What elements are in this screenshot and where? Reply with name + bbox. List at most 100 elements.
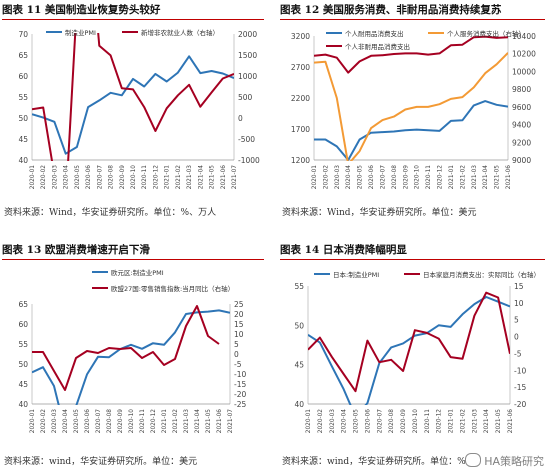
watermark-text: HA策略研究 — [484, 455, 544, 468]
right-tick-label: 10 — [514, 299, 524, 308]
left-tick-label: 3200 — [291, 32, 310, 41]
right-tick-label: 9800 — [512, 85, 531, 94]
x-tick-label: 2020-01 — [30, 165, 36, 190]
x-tick-label: 2020-04 — [63, 409, 69, 434]
x-tick-label: 2020-11 — [140, 409, 146, 434]
right-tick-label: -1000 — [238, 156, 260, 165]
x-tick-label: 2020-02 — [41, 409, 47, 434]
right-tick-label: 0 — [514, 333, 519, 342]
series-group — [314, 35, 508, 161]
x-tick-label: 2021-05 — [210, 165, 216, 190]
series-line — [32, 33, 234, 161]
x-tick-label: 2020-03 — [330, 409, 336, 434]
x-tick-label: 2020-11 — [425, 409, 431, 434]
x-tick-label: 2021-04 — [484, 409, 490, 434]
x-tick-label: 2020-06 — [369, 165, 375, 190]
right-tick-label: 25 — [234, 300, 244, 309]
x-tick-label: 2020-01 — [312, 165, 318, 190]
right-tick-label: 0 — [238, 114, 243, 123]
right-tick-label: 9200 — [512, 138, 531, 147]
x-tick-label: 2020-01 — [306, 409, 312, 434]
right-tick-label: -500 — [238, 135, 255, 144]
x-tick-label: 2020-07 — [97, 165, 103, 190]
legend-label: 制造业PMI — [65, 28, 96, 37]
x-tick-label: 2020-05 — [358, 165, 364, 190]
left-tick-label: 2200 — [291, 94, 310, 103]
x-tick-label: 2021-02 — [173, 409, 179, 434]
series-line — [308, 296, 510, 405]
x-tick-label: 2021-01 — [162, 409, 168, 434]
chart-source: 资料来源：wind，华安证券研究所。单位：% — [282, 457, 466, 467]
right-tick-label: 10000 — [512, 67, 536, 76]
chart-panel-12: 图表 12 美国服务消费、非耐用品消费持续复苏 1200 1700 2200 2700… — [280, 2, 548, 224]
left-tick-label: 50 — [18, 114, 28, 123]
x-tick-label: 2021-03 — [472, 409, 478, 434]
x-tick-label: 2020-08 — [392, 165, 398, 190]
left-tick-label: 65 — [18, 300, 28, 309]
series-line — [32, 309, 230, 405]
x-tick-label: 2020-04 — [64, 165, 70, 190]
x-tick-label: 2021-03 — [184, 409, 190, 434]
x-tick-label: 2020-03 — [335, 165, 341, 190]
x-tick-label: 2020-09 — [403, 165, 409, 190]
right-tick-label: 0 — [234, 350, 239, 359]
x-tick-label: 2021-07 — [232, 165, 238, 190]
watermark: HA策略研究 — [465, 453, 544, 469]
series-group — [308, 291, 510, 405]
right-tick-label: 5 — [514, 316, 519, 325]
chart-source: 资料来源：Wind，华安证券研究所。单位：%、万人 — [4, 208, 217, 218]
right-tick-label: 1000 — [238, 72, 257, 81]
x-tick-label: 2020-07 — [380, 165, 386, 190]
x-tick-label: 2020-05 — [75, 165, 81, 190]
left-tick-label: 45 — [18, 380, 28, 389]
x-tick-label: 2021-06 — [508, 409, 514, 434]
x-tick-label: 2021-03 — [472, 165, 478, 190]
x-tick-label: 2020-10 — [415, 165, 421, 190]
right-tick-label: 15 — [234, 320, 244, 329]
x-tick-label: 2020-02 — [323, 165, 329, 190]
x-tick-label: 2020-07 — [96, 409, 102, 434]
x-tick-label: 2020-02 — [41, 165, 47, 190]
left-tick-label: 60 — [18, 72, 28, 81]
chart-source: 资料来源：Wind，华安证券研究所。单位：美元 — [282, 208, 477, 218]
legend-label: 日本家庭月消费支出：实际同比（右轴） — [423, 270, 540, 279]
left-tick-label: 1200 — [291, 156, 310, 165]
left-tick-label: 55 — [294, 282, 304, 291]
legend-label: 欧盟27国:零售销售指数:当月同比（右轴） — [111, 284, 234, 293]
title-divider — [280, 19, 545, 20]
x-tick-label: 2020-10 — [413, 409, 419, 434]
series-line — [314, 52, 508, 161]
x-tick-label: 2020-06 — [365, 409, 371, 434]
right-tick-label: 10400 — [512, 32, 536, 41]
chart-title: 图表 12 美国服务消费、非耐用品消费持续复苏 — [280, 4, 502, 16]
title-divider — [280, 259, 545, 260]
right-tick-label: -5 — [234, 360, 242, 369]
x-tick-label: 2020-11 — [142, 165, 148, 190]
x-tick-label: 2020-06 — [86, 165, 92, 190]
title-divider — [2, 19, 264, 20]
right-tick-label: -10 — [514, 366, 526, 375]
legend-label: 个人非耐用品消费支出 — [345, 42, 410, 51]
legend-label: 个人服务消费支出（右轴） — [447, 29, 525, 38]
chart-panel-14: 图表 14 日本消费降幅明显 40 45 50 55 -20 -15 -10 -5 0 5 10 15… — [280, 242, 548, 470]
x-tick-label: 2020-10 — [131, 165, 137, 190]
chart-title: 图表 14 日本消费降幅明显 — [280, 244, 407, 256]
left-tick-label: 70 — [18, 30, 28, 39]
series-line — [32, 55, 234, 155]
right-tick-label: 9000 — [512, 156, 531, 165]
right-tick-label: -20 — [234, 390, 246, 399]
left-tick-label: 40 — [18, 400, 28, 409]
x-tick-label: 2020-12 — [437, 409, 443, 434]
left-tick-label: 45 — [18, 135, 28, 144]
x-tick-label: 2021-02 — [176, 165, 182, 190]
left-tick-label: 65 — [18, 51, 28, 60]
chart-source: 资料来源：wind，华安证券研究所。单位：美元 — [4, 457, 198, 467]
left-tick-label: 60 — [18, 320, 28, 329]
chart-svg: 1200 1700 2200 2700 3200 9000 9200 9400 9600 9800… — [291, 29, 536, 190]
x-tick-label: 2020-04 — [346, 165, 352, 190]
right-tick-label: 10 — [234, 330, 244, 339]
x-tick-label: 2021-05 — [206, 409, 212, 434]
x-tick-label: 2021-01 — [165, 165, 171, 190]
x-tick-label: 2020-08 — [109, 165, 115, 190]
x-tick-label: 2021-06 — [217, 409, 223, 434]
